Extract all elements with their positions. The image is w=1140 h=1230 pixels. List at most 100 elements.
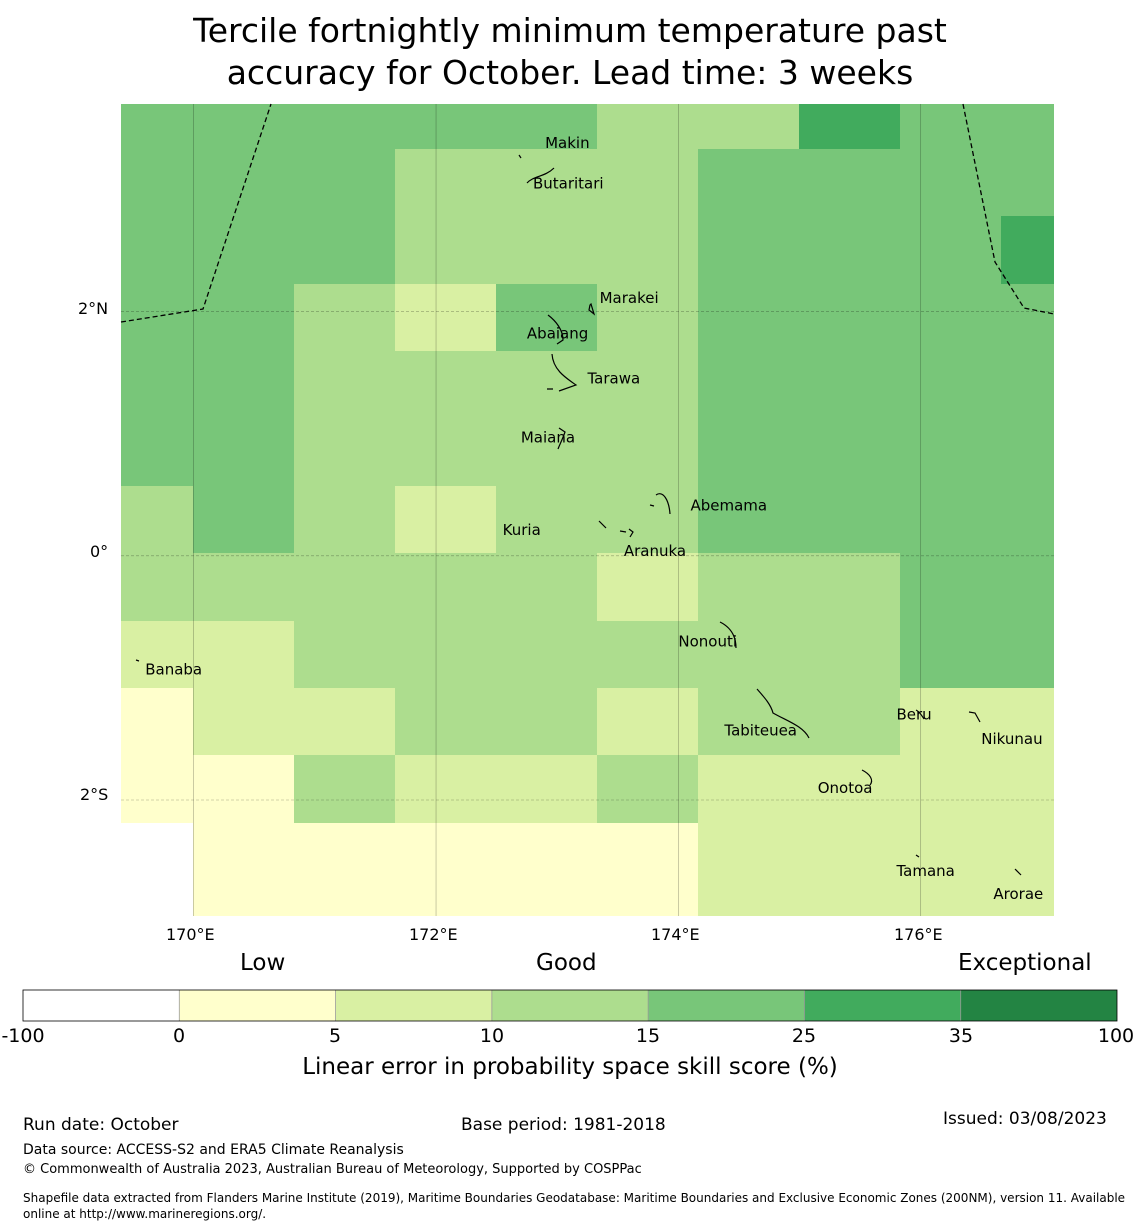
colorbar-swatch [960,990,1117,1021]
colorbar-tick-label: 10 [479,1025,505,1047]
island-outline-butaritari [526,167,555,184]
skill-cell [597,486,698,553]
skill-cell [698,149,799,216]
skill-cell [294,216,395,284]
skill-cell [294,149,395,216]
place-label-kuria: Kuria [503,521,541,539]
skill-cell [799,823,900,916]
skill-cell [698,823,799,916]
skill-cell [799,216,900,284]
skill-cell [294,351,395,419]
skill-cell [395,351,496,419]
colorbar-tick-label: 25 [791,1025,817,1047]
eez-boundary-east [962,103,1055,315]
skill-cell [597,419,698,486]
skill-cell [294,823,395,916]
skill-cell [799,351,900,419]
shapefile-credit-line-2: online at http://www.marineregions.org/. [23,1207,267,1221]
place-label-marakei: Marakei [600,289,659,307]
issued-date: Issued: 03/08/2023 [943,1109,1107,1129]
skill-cell [496,284,597,351]
colorbar-swatch [648,990,805,1021]
skill-cell [294,688,395,755]
skill-cell [395,553,496,621]
place-label-beru: Beru [896,706,931,724]
skill-cell [193,216,294,284]
skill-cell [900,284,1001,351]
skill-cell [799,284,900,351]
skill-cell [799,621,900,688]
skill-cell [121,284,193,351]
skill-cell [597,823,698,916]
skill-cells [121,104,1054,916]
place-label-onotoa: Onotoa [818,779,873,797]
skill-cell [193,621,294,688]
island-outline-aranuka [619,528,634,538]
skill-cell [193,755,294,823]
skill-cell [121,104,193,149]
place-label-butaritari: Butaritari [533,174,604,192]
skill-cell [395,688,496,755]
place-label-nikunau: Nikunau [981,730,1042,748]
place-label-tamana: Tamana [895,862,954,880]
colorbar-title: Linear error in probability space skill … [302,1054,838,1080]
skill-cell [799,688,900,755]
colorbar-tick-label: 0 [172,1025,186,1047]
place-label-arorae: Arorae [993,885,1043,903]
skill-cell [698,284,799,351]
skill-cell [1001,149,1054,216]
island-outlines [135,154,1022,876]
skill-cell [900,621,1001,688]
skill-cell [900,104,1001,149]
skill-cell [193,149,294,216]
skill-cell [698,688,799,755]
colorbar-tick-label: -100 [1,1025,45,1047]
skill-cell [496,621,597,688]
skill-cell [395,149,496,216]
lon-tick-label: 176°E [894,925,943,944]
skill-cell [496,553,597,621]
skill-cell [193,284,294,351]
skill-cell [193,351,294,419]
lat-tick-label: 2°N [78,299,109,318]
skill-cell [1001,351,1054,419]
colorbar-frame [22,989,1118,1022]
skill-cell [294,553,395,621]
lon-tick-label: 170°E [166,925,215,944]
skill-cell [597,104,698,149]
skill-cell [496,149,597,216]
skill-cell [121,823,193,916]
map-gridlines [121,104,1054,916]
skill-cell [799,486,900,553]
island-outline-kuria [598,520,607,529]
island-outline-marakei [588,302,596,316]
skill-cell [294,621,395,688]
skill-cell [121,351,193,419]
skill-cell [597,284,698,351]
colorbar [22,989,1118,1022]
island-outline-makin [518,154,522,159]
skill-cell [799,755,900,823]
skill-cell [900,149,1001,216]
place-label-maiana: Maiana [521,428,575,446]
title-line-2: accuracy for October. Lead time: 3 weeks [226,53,914,92]
skill-cell [597,351,698,419]
skill-cell [496,351,597,419]
skill-cell [698,553,799,621]
skill-cell [395,419,496,486]
place-label-tarawa: Tarawa [587,370,641,388]
skill-cell [121,553,193,621]
skill-cell [597,621,698,688]
place-label-nonouti: Nonouti [678,632,737,650]
place-label-banaba: Banaba [145,660,202,678]
skill-cell [1001,284,1054,351]
skill-cell [496,486,597,553]
skill-cell [698,486,799,553]
skill-cell [698,104,799,149]
skill-cell [799,149,900,216]
skill-cell [597,149,698,216]
skill-cell [698,755,799,823]
colorbar-swatch [491,990,649,1021]
skill-cell [1001,486,1054,553]
island-outline-nikunau [968,711,981,723]
